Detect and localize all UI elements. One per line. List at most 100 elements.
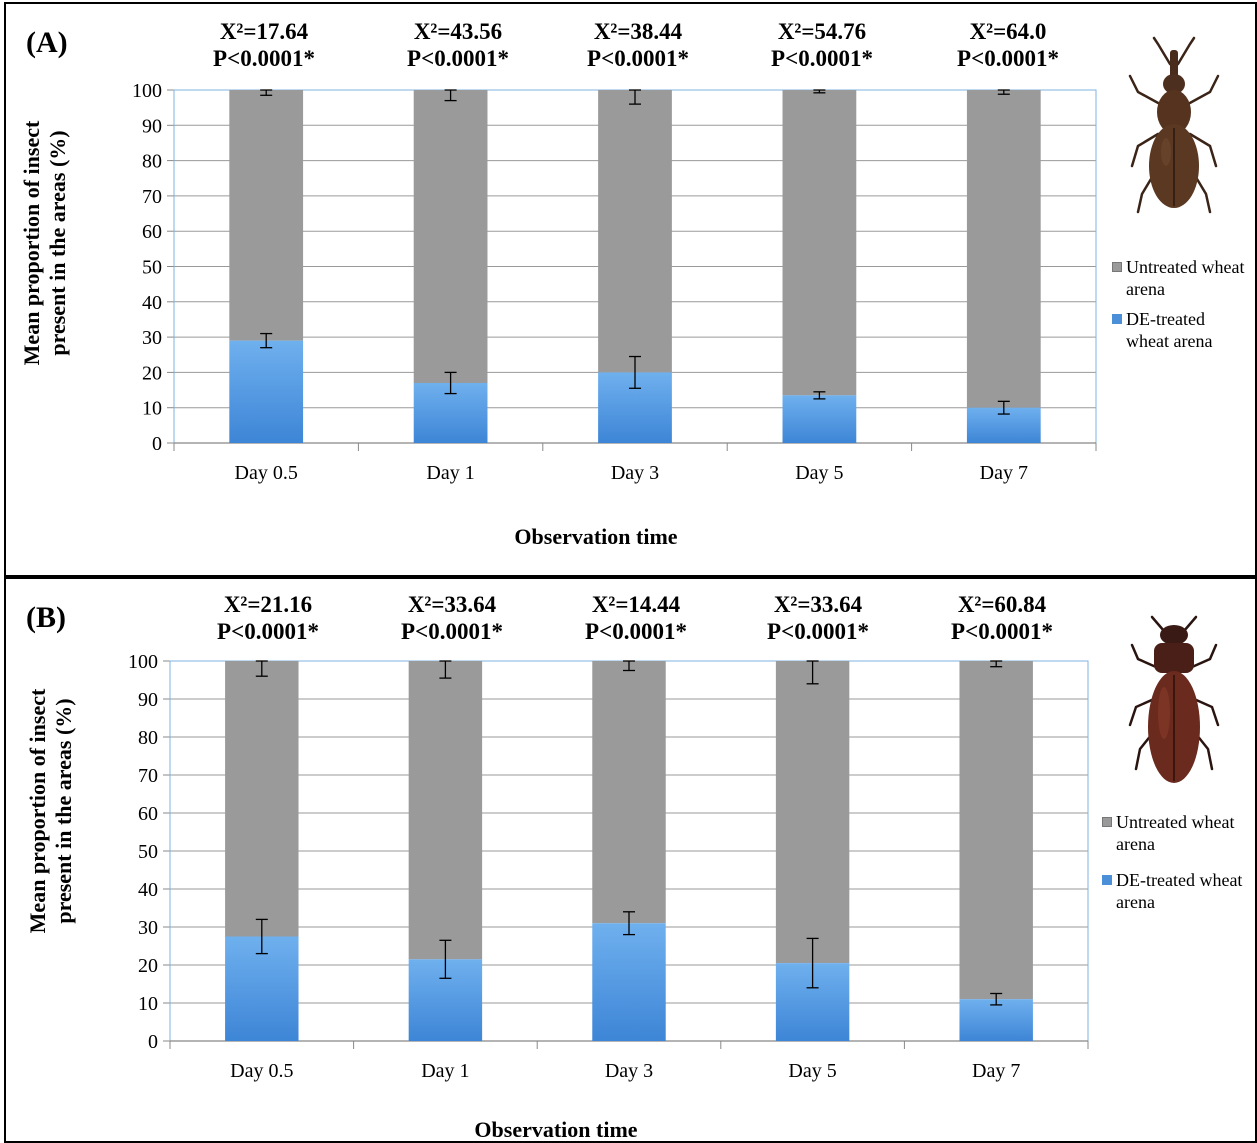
x-axis-title: Observation time xyxy=(514,524,678,549)
stat-label: X²=21.16 P<0.0001* xyxy=(168,591,368,645)
x-tick-label: Day 0.5 xyxy=(230,1060,293,1082)
p-value: P<0.0001* xyxy=(957,46,1059,71)
y-tick-label: 70 xyxy=(138,765,158,787)
chi-square: X²=64.0 xyxy=(969,19,1047,44)
y-tick-label: 20 xyxy=(142,362,162,384)
y-tick-label: 100 xyxy=(128,651,158,673)
x-tick-label: Day 5 xyxy=(795,462,843,484)
legend-text: arena xyxy=(1116,834,1155,854)
chi-square: X²=17.64 xyxy=(219,19,309,44)
legend: Untreated wheat arena DE-treated wheat a… xyxy=(1112,256,1255,360)
flour-beetle-icon xyxy=(1128,615,1220,783)
bar-untreated xyxy=(225,661,299,937)
bar-treated xyxy=(959,999,1033,1041)
x-tick-label: Day 3 xyxy=(605,1060,653,1082)
chi-square: X²=38.44 xyxy=(593,19,683,44)
y-tick-label: 10 xyxy=(138,993,158,1015)
x-tick-label: Day 0.5 xyxy=(235,462,298,484)
x-tick-label: Day 1 xyxy=(421,1060,469,1082)
y-tick-label: 60 xyxy=(142,221,162,243)
legend-text: DE-treated wheat xyxy=(1116,870,1243,890)
chart-panel-b: (B) X²=21.16 P<0.0001* X²=33.64 P<0.0001… xyxy=(4,577,1257,1143)
stat-label: X²=64.0 P<0.0001* xyxy=(908,18,1108,72)
x-tick-label: Day 7 xyxy=(972,1060,1020,1082)
p-value: P<0.0001* xyxy=(401,619,503,644)
p-value: P<0.0001* xyxy=(767,619,869,644)
p-value: P<0.0001* xyxy=(217,619,319,644)
bar-untreated xyxy=(408,661,483,960)
chi-square: X²=60.84 xyxy=(957,592,1047,617)
x-tick-label: Day 7 xyxy=(980,462,1028,484)
bar-untreated xyxy=(959,661,1033,1000)
y-tick-label: 70 xyxy=(142,186,162,208)
legend-text: wheat arena xyxy=(1126,331,1213,351)
legend-swatch-treated xyxy=(1102,875,1112,885)
bar-untreated xyxy=(598,90,672,373)
stat-label: X²=60.84 P<0.0001* xyxy=(902,591,1102,645)
bar-treated xyxy=(782,395,857,443)
legend-swatch-treated xyxy=(1112,314,1122,324)
legend-item-treated: DE-treated wheat arena xyxy=(1102,869,1255,913)
chi-square: X²=14.44 xyxy=(591,592,681,617)
legend-text: arena xyxy=(1126,279,1165,299)
stat-label: X²=38.44 P<0.0001* xyxy=(538,18,738,72)
stat-label: X²=43.56 P<0.0001* xyxy=(358,18,558,72)
bar-untreated xyxy=(413,90,488,383)
legend-swatch-untreated xyxy=(1102,817,1112,827)
p-value: P<0.0001* xyxy=(587,46,689,71)
p-value: P<0.0001* xyxy=(407,46,509,71)
chi-square: X²=54.76 xyxy=(777,19,867,44)
legend-text: DE-treated xyxy=(1126,309,1205,329)
y-tick-label: 0 xyxy=(152,433,162,455)
stat-label: X²=54.76 P<0.0001* xyxy=(722,18,922,72)
chi-square: X²=43.56 xyxy=(413,19,503,44)
p-value: P<0.0001* xyxy=(951,619,1053,644)
y-tick-label: 50 xyxy=(142,257,162,279)
bar-untreated xyxy=(592,661,666,924)
legend-text: Untreated wheat xyxy=(1126,257,1245,277)
legend-swatch-untreated xyxy=(1112,262,1122,272)
stat-label: X²=14.44 P<0.0001* xyxy=(536,591,736,645)
panel-label: (A) xyxy=(26,26,68,59)
y-tick-label: 90 xyxy=(138,689,158,711)
weevil-icon xyxy=(1128,36,1220,214)
legend: Untreated wheat arena DE-treated wheat a… xyxy=(1102,811,1255,921)
chi-square: X²=33.64 xyxy=(773,592,863,617)
bar-untreated xyxy=(966,90,1041,408)
y-tick-label: 60 xyxy=(138,803,158,825)
p-value: P<0.0001* xyxy=(585,619,687,644)
legend-text: arena xyxy=(1116,892,1155,912)
y-tick-label: 0 xyxy=(148,1031,158,1053)
legend-item-untreated: Untreated wheat arena xyxy=(1102,811,1255,855)
y-tick-label: 90 xyxy=(142,115,162,137)
bar-untreated xyxy=(782,90,857,396)
legend-item-treated: DE-treated wheat arena xyxy=(1112,308,1255,352)
legend-item-untreated: Untreated wheat arena xyxy=(1112,256,1255,300)
chi-square: X²=21.16 xyxy=(223,592,313,617)
y-tick-label: 80 xyxy=(138,727,158,749)
y-tick-label: 80 xyxy=(142,151,162,173)
bar-untreated xyxy=(775,661,850,964)
y-tick-label: 50 xyxy=(138,841,158,863)
x-tick-label: Day 1 xyxy=(426,462,474,484)
p-value: P<0.0001* xyxy=(213,46,315,71)
legend-text: Untreated wheat xyxy=(1116,812,1235,832)
bar-treated xyxy=(592,923,666,1041)
y-tick-label: 40 xyxy=(138,879,158,901)
stat-label: X²=17.64 P<0.0001* xyxy=(164,18,364,72)
bar-chart-a: 0 10 20 30 40 50 60 70 80 90 100 Day 0.5 Day 1 Day 3 D… xyxy=(132,80,1097,484)
bar-untreated xyxy=(229,90,304,341)
panel-label: (B) xyxy=(26,601,66,634)
bar-chart-b: 0 10 20 30 40 50 60 70 80 90 100 Day 0.5 Day 1 Day 3 D… xyxy=(128,651,1089,1082)
y-tick-label: 100 xyxy=(132,80,162,102)
stat-label: X²=33.64 P<0.0001* xyxy=(718,591,918,645)
bar-treated xyxy=(229,340,304,443)
stat-label: X²=33.64 P<0.0001* xyxy=(352,591,552,645)
y-tick-label: 30 xyxy=(138,917,158,939)
y-tick-label: 20 xyxy=(138,955,158,977)
x-tick-label: Day 5 xyxy=(788,1060,836,1082)
y-tick-label: 10 xyxy=(142,398,162,420)
x-tick-label: Day 3 xyxy=(611,462,659,484)
chi-square: X²=33.64 xyxy=(407,592,497,617)
p-value: P<0.0001* xyxy=(771,46,873,71)
